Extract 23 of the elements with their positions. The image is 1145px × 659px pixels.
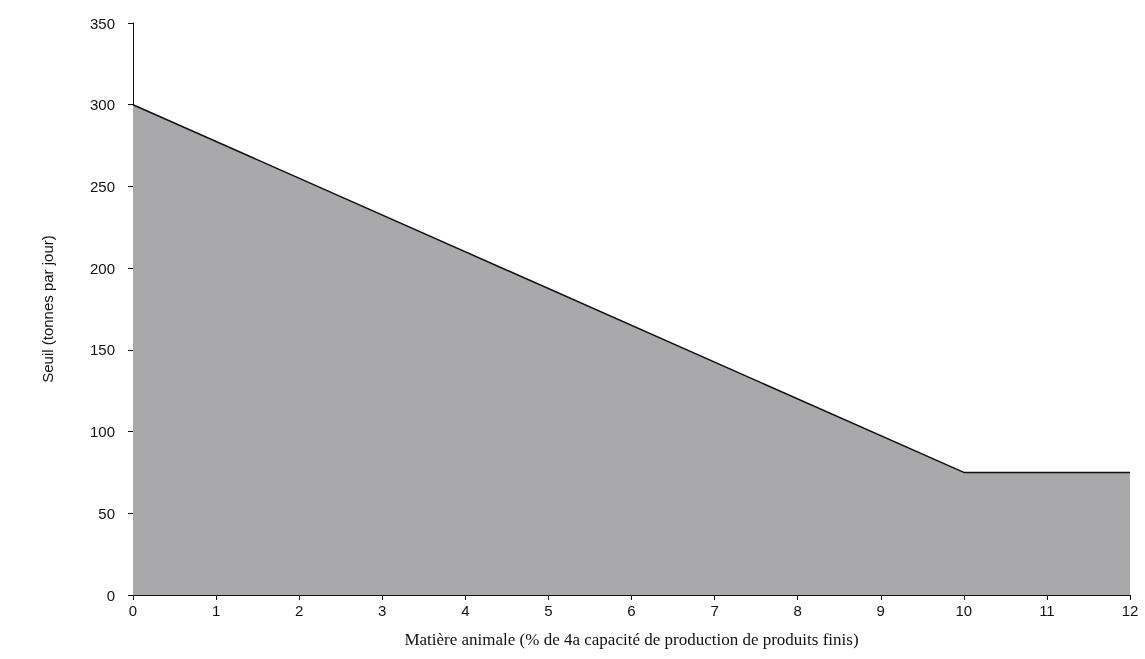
x-tick-label: 11 bbox=[1039, 602, 1055, 619]
x-tick-label: 9 bbox=[876, 602, 885, 619]
x-tick-label: 5 bbox=[544, 602, 553, 619]
y-tick-label: 350 bbox=[89, 14, 115, 32]
x-tick-label: 4 bbox=[461, 602, 470, 619]
x-tick-label: 2 bbox=[294, 602, 304, 619]
y-tick-label: 100 bbox=[89, 423, 115, 441]
x-tick-label: 8 bbox=[793, 602, 802, 619]
y-tick-label: 250 bbox=[89, 177, 115, 195]
y-tick-label: 50 bbox=[98, 504, 115, 522]
x-tick-label: 0 bbox=[128, 602, 138, 619]
x-tick-label: 12 bbox=[1121, 602, 1139, 619]
y-tick-label: 150 bbox=[89, 341, 115, 359]
y-tick-label: 0 bbox=[106, 586, 115, 604]
y-tick-label: 200 bbox=[89, 259, 115, 277]
x-tick-label: 7 bbox=[710, 602, 719, 619]
x-tick-label: 6 bbox=[627, 602, 636, 619]
y-axis-title: Seuil (tonnes par jour) bbox=[39, 235, 56, 383]
y-tick-label: 300 bbox=[89, 96, 115, 114]
x-tick-label: 10 bbox=[955, 602, 973, 619]
x-axis-title: Matière animale (% de 4a capacité de production de produits finis) bbox=[404, 630, 859, 649]
x-tick-label: 1 bbox=[211, 602, 221, 619]
x-tick-label: 3 bbox=[378, 602, 387, 619]
